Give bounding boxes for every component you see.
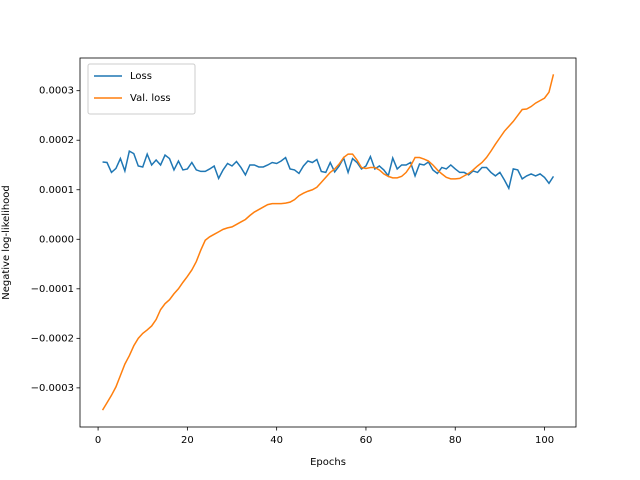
y-tick-label: 0.0002 — [39, 135, 74, 146]
x-tick-label: 0 — [95, 435, 101, 446]
y-axis-label: Negative log-likelihood — [1, 185, 12, 300]
series-line — [102, 149, 555, 191]
y-tick-label: 0.0003 — [39, 86, 74, 97]
legend: Loss Val. loss — [87, 63, 196, 115]
y-tick-label: −0.0002 — [31, 333, 74, 344]
legend-label: Val. loss — [130, 93, 171, 104]
y-tick-label: 0.0000 — [39, 234, 74, 245]
x-axis-label: Epochs — [310, 457, 346, 468]
plot-frame — [79, 57, 577, 428]
x-tick-label: 100 — [535, 435, 554, 446]
x-tick-label: 40 — [270, 435, 283, 446]
series-line — [101, 74, 555, 411]
y-tick-label: 0.0001 — [39, 185, 74, 196]
x-tick-label: 80 — [449, 435, 462, 446]
legend-label: Loss — [130, 71, 152, 82]
x-tick-label: 20 — [181, 435, 194, 446]
y-tick-label: −0.0003 — [31, 383, 74, 394]
y-tick-label: −0.0001 — [31, 284, 74, 295]
x-tick-label: 60 — [360, 435, 373, 446]
